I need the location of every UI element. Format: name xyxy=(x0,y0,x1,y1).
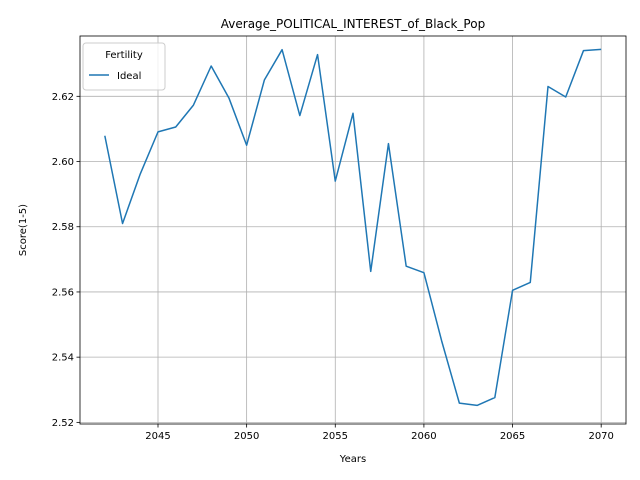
y-tick-label: 2.58 xyxy=(52,222,74,233)
x-tick-label: 2065 xyxy=(500,431,525,442)
legend-box xyxy=(82,42,166,91)
legend-title: Fertility xyxy=(105,50,143,61)
legend: Fertility Ideal xyxy=(82,42,166,91)
y-tick-label: 2.62 xyxy=(52,92,74,103)
x-tick-label: 2055 xyxy=(323,431,348,442)
y-tick-label: 2.60 xyxy=(52,157,74,168)
legend-entry-ideal: Ideal xyxy=(117,71,141,82)
y-axis-ticks: 2.52 2.54 2.56 2.58 2.60 2.62 xyxy=(52,92,80,429)
plot-frame xyxy=(79,35,627,425)
x-tick-label: 2050 xyxy=(234,431,259,442)
y-tick-label: 2.52 xyxy=(52,418,74,429)
y-tick-label: 2.56 xyxy=(52,287,74,298)
x-axis-ticks: 2045 2050 2055 2060 2065 2070 xyxy=(145,424,614,442)
series-line-ideal xyxy=(104,48,602,407)
series-layer xyxy=(104,48,602,407)
y-tick-label: 2.54 xyxy=(52,353,74,364)
y-axis-label: Score(1-5) xyxy=(18,204,29,256)
x-tick-label: 2070 xyxy=(588,431,613,442)
x-tick-label: 2045 xyxy=(145,431,170,442)
x-tick-label: 2060 xyxy=(411,431,436,442)
x-axis-label: Years xyxy=(339,454,366,465)
chart-title: Average_POLITICAL_INTEREST_of_Black_Pop xyxy=(221,17,485,31)
